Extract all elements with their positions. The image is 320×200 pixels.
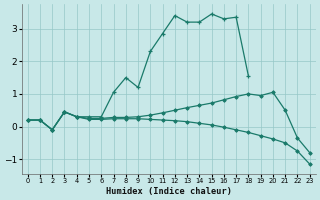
X-axis label: Humidex (Indice chaleur): Humidex (Indice chaleur)	[106, 187, 232, 196]
